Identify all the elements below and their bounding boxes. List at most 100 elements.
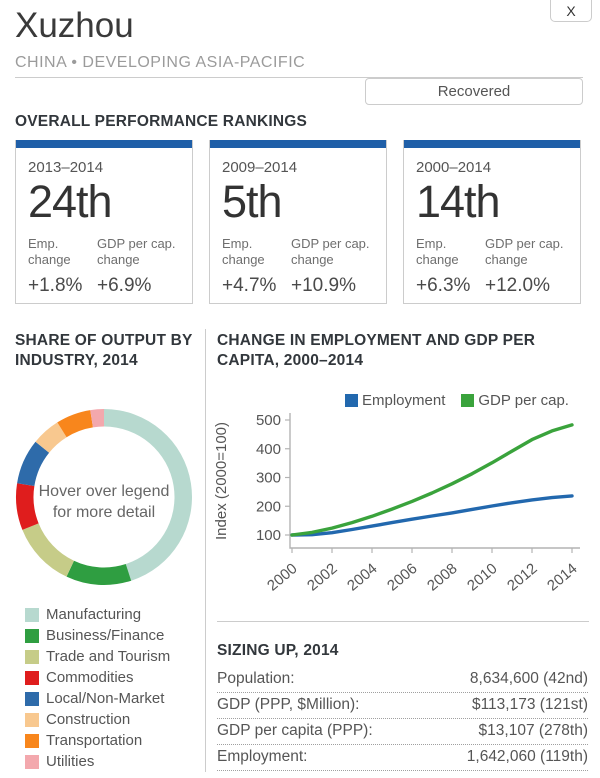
gdp-per-cap-line xyxy=(290,423,574,537)
emp-change-label: Emp. change xyxy=(416,236,459,267)
legend-label: Local/Non-Market xyxy=(46,690,165,707)
emp-change-value: +1.8% xyxy=(28,275,83,296)
donut-slice-transportation[interactable] xyxy=(57,410,93,438)
ranking-cards: 2013–2014 24th Emp. change +1.8% GDP per… xyxy=(15,140,581,304)
card-accent-bar xyxy=(404,140,580,148)
legend-item-trade-and-tourism[interactable]: Trade and Tourism xyxy=(25,646,170,667)
row-value: $113,173 (121st) xyxy=(471,696,588,713)
legend-item-gdp-per-cap[interactable]: GDP per cap. xyxy=(461,392,569,409)
trade-tourism-swatch-icon xyxy=(25,649,39,664)
legend-item-business-finance[interactable]: Business/Finance xyxy=(25,625,170,646)
x-tick-label: 2000 xyxy=(264,560,300,594)
card-accent-bar xyxy=(16,140,192,148)
legend-item-construction[interactable]: Construction xyxy=(25,709,170,730)
page-title: Xuzhou xyxy=(15,6,134,45)
chart-axes xyxy=(289,413,580,549)
gdp-change-label: GDP per cap. change xyxy=(485,236,564,267)
legend-item-transportation[interactable]: Transportation xyxy=(25,730,170,751)
legend-label: Manufacturing xyxy=(46,606,142,623)
x-tick-label: 2012 xyxy=(504,560,540,594)
manufacturing-swatch-icon xyxy=(25,607,39,622)
legend-item-utilities[interactable]: Utilities xyxy=(25,751,170,772)
row-label: GDP (PPP, $Million): xyxy=(217,696,360,713)
ranking-period: 2000–2014 xyxy=(416,159,492,176)
emp-change-label: Emp. change xyxy=(28,236,71,267)
ranking-card-2000-2014: 2000–2014 14th Emp. change +6.3% GDP per… xyxy=(403,140,581,304)
emp-change-label: Emp. change xyxy=(222,236,265,267)
donut-slice-commodities[interactable] xyxy=(15,483,39,530)
ranking-value: 5th xyxy=(222,176,283,227)
close-button[interactable]: X xyxy=(550,0,592,22)
line-chart-legend: Employment GDP per cap. xyxy=(345,392,569,409)
industry-chart-heading: SHARE OF OUTPUT BY INDUSTRY, 2014 xyxy=(15,332,193,369)
header-divider xyxy=(15,77,583,78)
gdp-change-label: GDP per cap. change xyxy=(97,236,176,267)
ranking-card-2009-2014: 2009–2014 5th Emp. change +4.7% GDP per … xyxy=(209,140,387,304)
donut-slice-utilities[interactable] xyxy=(90,409,104,428)
legend-item-manufacturing[interactable]: Manufacturing xyxy=(25,604,170,625)
employment-swatch-icon xyxy=(345,394,358,407)
sizing-divider xyxy=(217,621,589,622)
y-tick-label: 300 xyxy=(256,470,281,487)
page-subtitle: CHINA • DEVELOPING ASIA-PACIFIC xyxy=(15,54,306,71)
gdp-change-value: +12.0% xyxy=(485,275,550,296)
legend-item-commodities[interactable]: Commodities xyxy=(25,667,170,688)
legend-label: Business/Finance xyxy=(46,627,165,644)
row-value: 8,634,600 (42nd) xyxy=(469,670,588,687)
recovery-status-button[interactable]: Recovered xyxy=(365,78,583,105)
business-finance-swatch-icon xyxy=(25,628,39,643)
y-tick-label: 100 xyxy=(256,527,281,544)
donut-slice-manufacturing[interactable] xyxy=(104,409,192,581)
ranking-value: 14th xyxy=(416,176,501,227)
ranking-card-2013-2014: 2013–2014 24th Emp. change +1.8% GDP per… xyxy=(15,140,193,304)
legend-item-local-non-market[interactable]: Local/Non-Market xyxy=(25,688,170,709)
donut-slice-business-finance[interactable] xyxy=(66,560,132,585)
industry-legend: Manufacturing Business/Finance Trade and… xyxy=(25,604,170,772)
utilities-swatch-icon xyxy=(25,754,39,769)
legend-label: Utilities xyxy=(46,753,95,770)
legend-label: Trade and Tourism xyxy=(46,648,171,665)
construction-swatch-icon xyxy=(25,712,39,727)
sizing-heading: SIZING UP, 2014 xyxy=(217,642,339,659)
row-label: GDP per capita (PPP): xyxy=(217,722,373,739)
table-row-gdp: GDP (PPP, $Million): $113,173 (121st) xyxy=(217,693,588,719)
commodities-swatch-icon xyxy=(25,670,39,685)
gdp-change-value: +10.9% xyxy=(291,275,356,296)
donut-slice-construction[interactable] xyxy=(35,422,67,453)
x-tick-label: 2008 xyxy=(424,560,460,594)
industry-donut-chart[interactable] xyxy=(15,408,193,586)
row-label: Employment: xyxy=(217,748,308,765)
x-tick-label: 2014 xyxy=(544,560,580,594)
ranking-period: 2013–2014 xyxy=(28,159,104,176)
table-row-gdp-per-capita: GDP per capita (PPP): $13,107 (278th) xyxy=(217,719,588,745)
legend-item-employment[interactable]: Employment xyxy=(345,392,445,409)
y-axis-label: Index (2000=100) xyxy=(213,422,230,540)
donut-slice-local-non-market[interactable] xyxy=(17,441,50,486)
y-tick-label: 200 xyxy=(256,498,281,515)
x-tick-label: 2004 xyxy=(344,560,380,594)
rankings-heading: OVERALL PERFORMANCE RANKINGS xyxy=(15,113,308,130)
local-non-market-swatch-icon xyxy=(25,691,39,706)
table-row-population: Population: 8,634,600 (42nd) xyxy=(217,667,588,693)
y-tick-label: 500 xyxy=(256,412,281,429)
gdp-change-label: GDP per cap. change xyxy=(291,236,370,267)
row-label: Population: xyxy=(217,670,295,687)
employment-line xyxy=(290,494,574,537)
emp-change-value: +6.3% xyxy=(416,275,471,296)
legend-label: GDP per cap. xyxy=(478,392,569,409)
table-row-employment: Employment: 1,642,060 (119th) xyxy=(217,745,588,771)
x-tick-label: 2010 xyxy=(464,560,500,594)
legend-label: Employment xyxy=(362,392,446,409)
ranking-value: 24th xyxy=(28,176,113,227)
emp-change-value: +4.7% xyxy=(222,275,277,296)
donut-hover-hint: Hover over legend for more detail xyxy=(38,483,170,521)
gdp-per-cap-swatch-icon xyxy=(461,394,475,407)
sizing-table: Population: 8,634,600 (42nd) GDP (PPP, $… xyxy=(217,667,588,771)
card-accent-bar xyxy=(210,140,386,148)
donut-slice-trade-and-tourism[interactable] xyxy=(22,523,74,577)
row-value: 1,642,060 (119th) xyxy=(466,748,588,765)
y-tick-label: 400 xyxy=(256,441,281,458)
gdp-change-value: +6.9% xyxy=(97,275,152,296)
